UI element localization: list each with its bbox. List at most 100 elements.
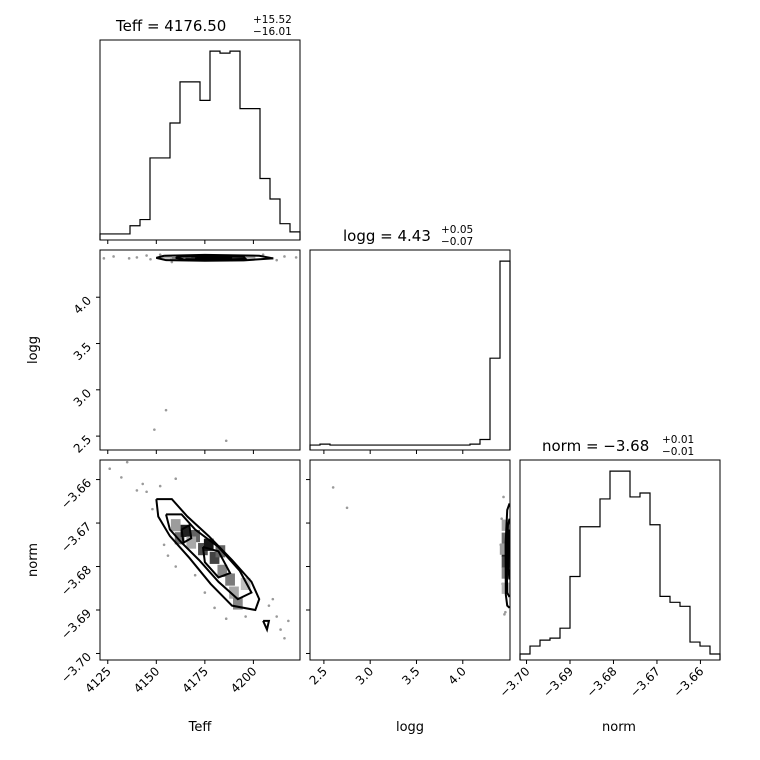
xtick-norm-hist-tick-label-4: −3.66 (671, 664, 707, 700)
contour-logg-norm-group (504, 503, 510, 609)
panel-frame-teffNorm (99, 459, 301, 661)
scatter-logg-norm-7 (503, 613, 506, 616)
scatter-teff-norm-3 (135, 489, 139, 492)
contour-teff-logg-group (156, 253, 274, 262)
xtick-logg-norm-tick-label-2: 3.5 (399, 664, 422, 687)
x-axis-label-teff: Teff (188, 720, 213, 735)
scatter-teff-norm-15 (267, 604, 271, 607)
scatter-teff-norm-17 (279, 628, 282, 631)
xtick-logg-norm-tick-label-1: 3.0 (353, 664, 376, 687)
xtick-teff-norm-tick-label-0: 4125 (82, 664, 113, 695)
contour-teff-norm-3 (201, 545, 232, 579)
density-teff-norm-7 (215, 545, 226, 558)
title-logg-err-minus: −0.07 (441, 236, 473, 248)
density-teff-norm-11 (233, 597, 243, 610)
scatter-teff-logg-outlier-2 (224, 439, 228, 443)
contour-teff-norm-2 (180, 523, 193, 545)
scatter-teff-norm-1 (120, 476, 123, 479)
scatter-teff-logg-outlier-0 (164, 408, 168, 412)
density-teff-norm-group (170, 519, 251, 610)
xtick-logg-norm-tick-label-0: 2.5 (307, 664, 330, 687)
density-teff-logg-9 (243, 256, 256, 259)
scatter-logg-norm-6 (502, 495, 505, 499)
title-logg-main: logg = 4.43 (343, 227, 431, 245)
contour-teff-norm-group (155, 498, 271, 633)
density-teff-norm-12 (186, 536, 197, 549)
scatter-teff-logg-0 (102, 257, 106, 260)
title-teff-err-plus: +15.52 (253, 14, 292, 26)
scatter-teff-norm-6 (158, 484, 162, 488)
scatter-teff-logg-7 (145, 254, 148, 257)
density-teff-norm-1 (174, 532, 185, 545)
scatter-teff-logg-6 (283, 255, 286, 258)
scatter-teff-norm-2 (125, 460, 129, 464)
density-teff-logg-1 (185, 256, 198, 260)
xtick-teff-norm-tick-label-2: 4175 (179, 664, 210, 695)
title-teff-err-minus: −16.01 (253, 26, 292, 38)
hist-norm (519, 470, 721, 660)
scatter-teff-norm-22 (287, 619, 290, 623)
density-teff-norm-9 (225, 573, 235, 586)
scatter-teff-norm-group (108, 460, 290, 640)
scatter-teff-norm-16 (275, 615, 278, 618)
scatter-logg-norm-0 (331, 486, 335, 489)
scatter-teff-norm-4 (141, 482, 145, 486)
density-teff-norm-13 (240, 577, 251, 590)
xtick-norm-hist-tick-label-2: −3.68 (584, 664, 620, 700)
density-teff-norm-5 (203, 538, 214, 551)
density-teff-norm-8 (217, 564, 228, 577)
plot-layer: 4125 4150 4175 4200 2.5 3.0 3.5 4.0 −3.70 −3.69 −3… (58, 39, 721, 700)
density-logg-norm-6 (499, 543, 510, 555)
scatter-teff-logg-outlier-1 (153, 428, 156, 431)
contour-teff-norm-4 (262, 619, 271, 633)
y-axis-label-logg: logg (26, 336, 41, 364)
scatter-teff-norm-9 (174, 565, 178, 568)
ytick-norm-tick-label-0: −3.66 (58, 476, 94, 512)
ytick-logg-tick-label-3: 4.0 (71, 293, 94, 316)
scatter-teff-logg-2 (135, 256, 139, 259)
scatter-logg-norm-group (331, 486, 507, 616)
ytick-norm-tick-label-1: −3.67 (58, 519, 94, 555)
title-norm: norm = −3.68 +0.01 −0.01 (542, 434, 694, 458)
density-teff-norm-2 (180, 524, 191, 537)
ytick-norm-tick-label-3: −3.69 (58, 606, 94, 642)
hist-teff (99, 50, 301, 240)
xtick-norm-hist-tick-label-1: −3.69 (540, 664, 576, 700)
title-logg: logg = 4.43 +0.05 −0.07 (343, 224, 473, 248)
panel-frame-teffHist (99, 39, 301, 241)
scatter-teff-logg-3 (149, 257, 152, 261)
scatter-teff-norm-11 (203, 591, 207, 594)
xtick-logg-norm-tick-label-3: 4.0 (445, 664, 468, 687)
panel-frame-loggHist (309, 249, 511, 451)
scatter-logg-norm-8 (504, 610, 507, 614)
panel-frame-loggNorm (309, 459, 511, 661)
xtick-teff-norm-tick-label-1: 4150 (131, 664, 162, 695)
density-teff-norm-3 (190, 530, 200, 543)
contour-teff-norm-0 (155, 498, 261, 612)
contour-teff-logg-2 (194, 256, 233, 261)
contour-logg-norm-0 (504, 503, 510, 609)
panel-frame-teffLogg (99, 249, 301, 451)
xtick-norm-hist-tick-label-3: −3.67 (627, 664, 663, 700)
xtick-norm-hist-tick-label-0: −3.70 (497, 664, 533, 700)
scatter-logg-norm-2 (500, 517, 503, 520)
scatter-logg-norm-1 (345, 506, 349, 510)
y-axis-label-norm: norm (26, 543, 41, 577)
hist-logg (309, 260, 511, 450)
x-axis-label-logg: logg (396, 720, 424, 735)
scatter-teff-norm-10 (193, 573, 197, 577)
scatter-teff-norm-12 (213, 606, 216, 610)
scatter-teff-logg-outlier-group (153, 408, 228, 443)
scatter-teff-logg-8 (275, 258, 278, 262)
scatter-teff-logg-group (102, 253, 298, 264)
scatter-teff-norm-21 (174, 477, 178, 480)
contour-teff-logg-0 (156, 253, 274, 262)
ytick-logg-tick-label-1: 3.0 (71, 386, 94, 409)
scatter-teff-norm-8 (166, 554, 170, 557)
ytick-logg-tick-label-2: 3.5 (71, 340, 94, 363)
scatter-teff-norm-20 (145, 490, 148, 494)
scatter-teff-norm-0 (108, 467, 112, 470)
scatter-teff-norm-19 (271, 597, 275, 601)
ytick-logg-tick-label-0: 2.5 (71, 432, 94, 455)
